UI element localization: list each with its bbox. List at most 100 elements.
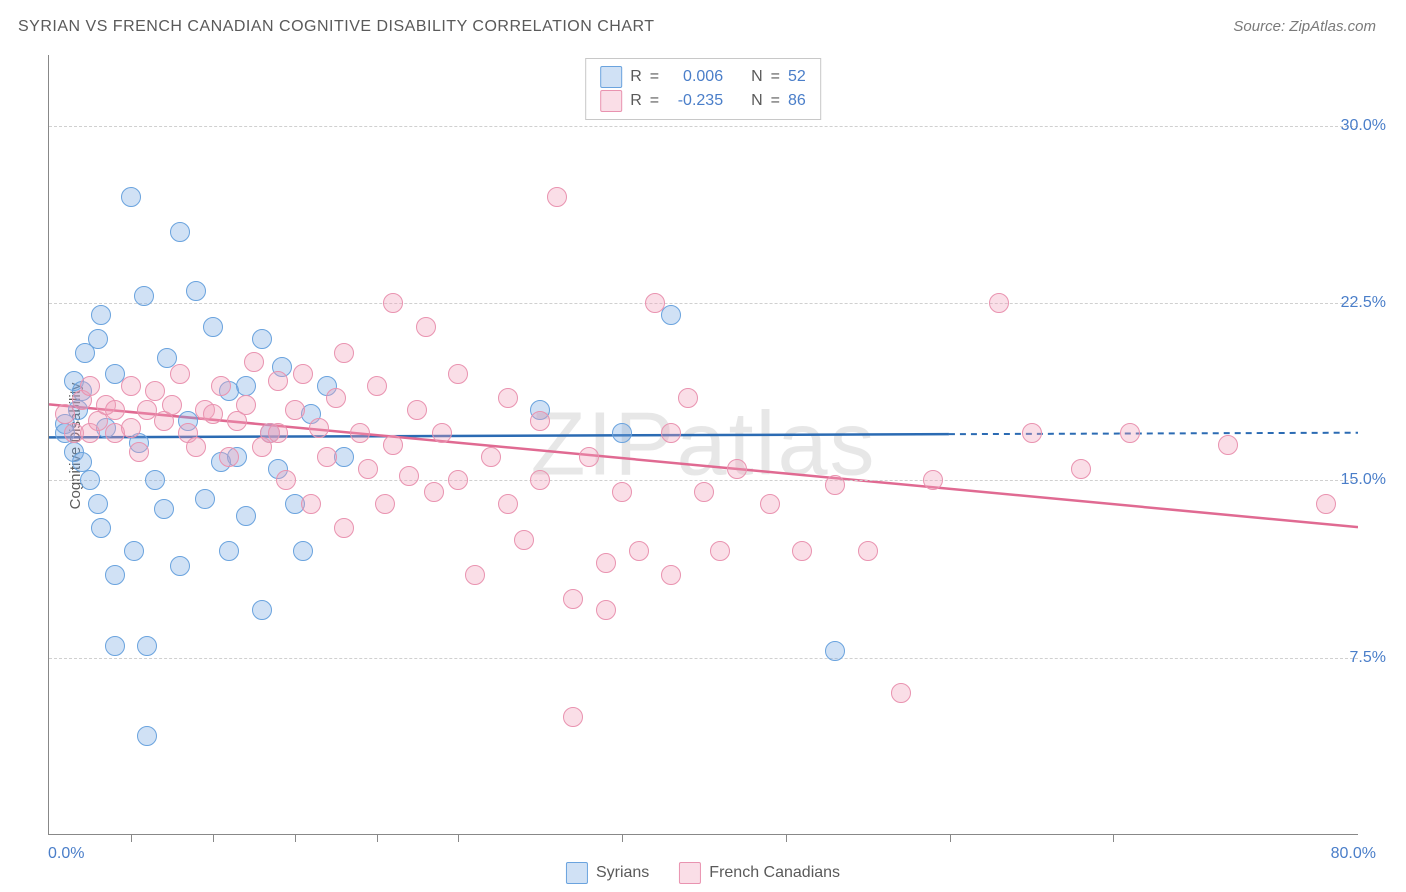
data-point-french-canadians xyxy=(1218,435,1238,455)
data-point-french-canadians xyxy=(268,423,288,443)
x-tick xyxy=(131,834,132,842)
data-point-french-canadians xyxy=(727,459,747,479)
x-tick xyxy=(622,834,623,842)
source-prefix: Source: xyxy=(1233,18,1289,35)
data-point-syrians xyxy=(219,541,239,561)
data-point-french-canadians xyxy=(678,388,698,408)
data-point-french-canadians xyxy=(424,482,444,502)
data-point-french-canadians xyxy=(514,530,534,550)
data-point-french-canadians xyxy=(399,466,419,486)
data-point-french-canadians xyxy=(383,435,403,455)
data-point-french-canadians xyxy=(891,683,911,703)
series-legend-item-2: French Canadians xyxy=(679,862,840,884)
data-point-french-canadians xyxy=(596,600,616,620)
data-point-french-canadians xyxy=(563,589,583,609)
data-point-french-canadians xyxy=(293,364,313,384)
chart-title: SYRIAN VS FRENCH CANADIAN COGNITIVE DISA… xyxy=(18,18,655,36)
r-value-1: 0.006 xyxy=(667,65,723,89)
data-point-french-canadians xyxy=(129,442,149,462)
source-name: ZipAtlas.com xyxy=(1289,18,1376,35)
x-tick xyxy=(786,834,787,842)
data-point-syrians xyxy=(170,556,190,576)
data-point-french-canadians xyxy=(923,470,943,490)
data-point-syrians xyxy=(612,423,632,443)
data-point-french-canadians xyxy=(465,565,485,585)
x-tick xyxy=(295,834,296,842)
data-point-french-canadians xyxy=(367,376,387,396)
data-point-french-canadians xyxy=(326,388,346,408)
n-value-2: 86 xyxy=(788,89,806,113)
x-tick xyxy=(458,834,459,842)
data-point-french-canadians xyxy=(121,418,141,438)
data-point-french-canadians xyxy=(825,475,845,495)
equals-sign: = xyxy=(650,65,659,89)
data-point-french-canadians xyxy=(186,437,206,457)
r-label: R xyxy=(630,65,642,89)
plot-area: ZIPatlas xyxy=(48,55,1358,835)
data-point-syrians xyxy=(72,452,92,472)
data-point-french-canadians xyxy=(629,541,649,561)
data-point-french-canadians xyxy=(358,459,378,479)
data-point-syrians xyxy=(170,222,190,242)
data-point-french-canadians xyxy=(1316,494,1336,514)
data-point-syrians xyxy=(661,305,681,325)
data-point-french-canadians xyxy=(170,364,190,384)
data-point-syrians xyxy=(105,565,125,585)
series-label-1: Syrians xyxy=(596,864,649,882)
equals-sign: = xyxy=(650,89,659,113)
data-point-french-canadians xyxy=(792,541,812,561)
data-point-syrians xyxy=(252,600,272,620)
data-point-french-canadians xyxy=(1022,423,1042,443)
data-point-french-canadians xyxy=(276,470,296,490)
data-point-syrians xyxy=(124,541,144,561)
data-point-french-canadians xyxy=(162,395,182,415)
data-point-french-canadians xyxy=(375,494,395,514)
data-point-french-canadians xyxy=(645,293,665,313)
data-point-french-canadians xyxy=(285,400,305,420)
data-point-french-canadians xyxy=(1071,459,1091,479)
data-point-syrians xyxy=(186,281,206,301)
data-point-syrians xyxy=(91,518,111,538)
data-point-french-canadians xyxy=(244,352,264,372)
data-point-syrians xyxy=(80,470,100,490)
data-point-french-canadians xyxy=(858,541,878,561)
data-point-french-canadians xyxy=(710,541,730,561)
data-point-syrians xyxy=(195,489,215,509)
swatch-series-1 xyxy=(600,66,622,88)
data-point-syrians xyxy=(293,541,313,561)
data-point-french-canadians xyxy=(498,388,518,408)
n-value-1: 52 xyxy=(788,65,806,89)
data-point-french-canadians xyxy=(661,565,681,585)
swatch-series-2 xyxy=(679,862,701,884)
data-point-syrians xyxy=(91,305,111,325)
data-point-french-canadians xyxy=(416,317,436,337)
x-tick xyxy=(377,834,378,842)
data-point-french-canadians xyxy=(547,187,567,207)
data-point-syrians xyxy=(121,187,141,207)
data-point-french-canadians xyxy=(334,518,354,538)
data-point-syrians xyxy=(236,376,256,396)
data-point-french-canadians xyxy=(498,494,518,514)
data-point-french-canadians xyxy=(694,482,714,502)
data-point-french-canadians xyxy=(760,494,780,514)
data-point-french-canadians xyxy=(432,423,452,443)
data-point-french-canadians xyxy=(563,707,583,727)
data-point-syrians xyxy=(88,494,108,514)
data-point-syrians xyxy=(145,470,165,490)
n-label: N xyxy=(751,65,763,89)
data-point-french-canadians xyxy=(309,418,329,438)
data-point-french-canadians xyxy=(236,395,256,415)
data-point-french-canadians xyxy=(448,470,468,490)
data-point-french-canadians xyxy=(55,404,75,424)
data-point-french-canadians xyxy=(530,411,550,431)
x-axis-start-label: 0.0% xyxy=(48,845,84,863)
equals-sign: = xyxy=(771,65,780,89)
r-value-2: -0.235 xyxy=(667,89,723,113)
data-point-syrians xyxy=(252,329,272,349)
data-point-syrians xyxy=(134,286,154,306)
data-point-french-canadians xyxy=(579,447,599,467)
data-point-syrians xyxy=(88,329,108,349)
correlation-legend: R = 0.006 N = 52 R = -0.235 N = 86 xyxy=(585,58,821,120)
data-point-french-canadians xyxy=(481,447,501,467)
gridline xyxy=(49,303,1358,304)
